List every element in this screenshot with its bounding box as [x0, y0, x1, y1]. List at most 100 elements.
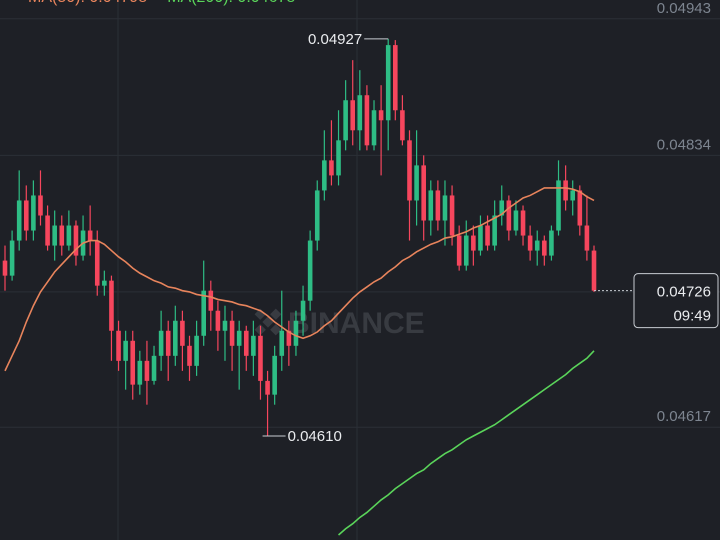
candle-body [513, 210, 519, 231]
candle-body [556, 180, 561, 231]
candle-body [577, 190, 583, 226]
candle-body [527, 235, 533, 251]
candle-body [357, 95, 363, 131]
candle-body [563, 180, 568, 201]
candle-body [222, 320, 228, 331]
candle-body [463, 235, 469, 266]
ma-line [4, 187, 595, 372]
candle-body [364, 95, 370, 146]
candle-body [165, 330, 171, 356]
candle-body [229, 320, 235, 346]
countdown-label: 09:49 [673, 308, 711, 325]
candle-body [102, 280, 107, 286]
candle-body [449, 195, 455, 236]
candle-body [428, 190, 434, 221]
candle-body [485, 225, 490, 246]
candle-body [9, 240, 15, 276]
candle-body [258, 335, 263, 381]
candle-body [73, 225, 79, 256]
candle-body [87, 230, 93, 241]
y-tick-label: 0.04834 [657, 136, 711, 153]
candle-body [435, 190, 441, 221]
y-tick-label: 0.04617 [657, 408, 711, 425]
candle-body [499, 200, 505, 216]
candle-body [272, 355, 277, 395]
y-tick-label: 0.04943 [657, 0, 711, 17]
last-price-label: 0.04726 [657, 284, 711, 301]
candle-body [492, 215, 497, 246]
legend-entry: MA(50): 0.04798 [28, 0, 147, 6]
candle-body [584, 225, 590, 251]
candle-body [393, 45, 398, 111]
candle-body [421, 165, 426, 221]
candle-body [300, 300, 306, 321]
candle-body [385, 45, 391, 121]
candle-body [130, 340, 136, 385]
marks [2, 38, 597, 536]
candle-body [38, 195, 43, 216]
candle-body [407, 140, 412, 201]
candle-body [442, 195, 448, 221]
candle-body [66, 225, 72, 246]
candle-body [251, 335, 256, 356]
candle-body [173, 320, 178, 356]
candle-body [151, 355, 157, 381]
candle-body [123, 340, 128, 361]
last-price-box [633, 273, 719, 329]
candle-body [293, 320, 299, 346]
candle-body [194, 335, 199, 366]
candle-body [52, 225, 57, 246]
candle-body [400, 110, 405, 141]
candle-body [378, 110, 384, 121]
candle-body [23, 200, 29, 231]
candle-body [314, 190, 320, 241]
candle-body [371, 110, 377, 146]
candle-body [94, 240, 100, 286]
annotation-label: 0.04610 [288, 428, 342, 445]
candle-body [570, 190, 576, 201]
candle-body [520, 210, 526, 236]
candle-body [534, 240, 540, 251]
candle-body [279, 330, 285, 356]
candle-body [2, 260, 8, 276]
candle-body [236, 330, 242, 346]
candle-body [137, 360, 143, 385]
candle-body [180, 320, 185, 346]
watermark-text: BINANCE [288, 307, 425, 340]
candle-body [265, 380, 270, 395]
candle-body [286, 330, 292, 346]
candle-body [542, 240, 547, 256]
candle-body [350, 100, 356, 131]
candle-body [16, 200, 22, 241]
candle-body [478, 225, 483, 251]
candle-body [307, 240, 313, 301]
candle-body [109, 280, 114, 331]
candle-body [471, 235, 476, 251]
annotation-label: 0.04927 [308, 31, 362, 48]
candle-body [243, 330, 249, 356]
candle-body [208, 290, 214, 311]
legend-entry: MA(200): 0.04678 [167, 0, 295, 6]
candle-body [59, 225, 65, 246]
candle-body [158, 330, 164, 356]
candle-body [322, 160, 327, 191]
candle-body [414, 165, 419, 201]
candle-body [187, 345, 192, 366]
candle-body [201, 290, 206, 336]
candle-body [343, 100, 348, 141]
candle-body [456, 235, 462, 266]
candle-body [31, 195, 36, 231]
candle-body [45, 215, 50, 246]
candle-body [116, 330, 121, 361]
candle-body [591, 250, 597, 291]
candle-body [506, 200, 512, 231]
candle-body [144, 360, 150, 381]
candle-body [336, 140, 341, 176]
candle-body [215, 310, 221, 331]
candle-body [549, 230, 554, 256]
candle-body [329, 160, 334, 176]
ma-line [338, 350, 595, 536]
overlay: MA(50): 0.04798 MA(200): 0.04678 0.04927 0.… [28, 0, 719, 445]
